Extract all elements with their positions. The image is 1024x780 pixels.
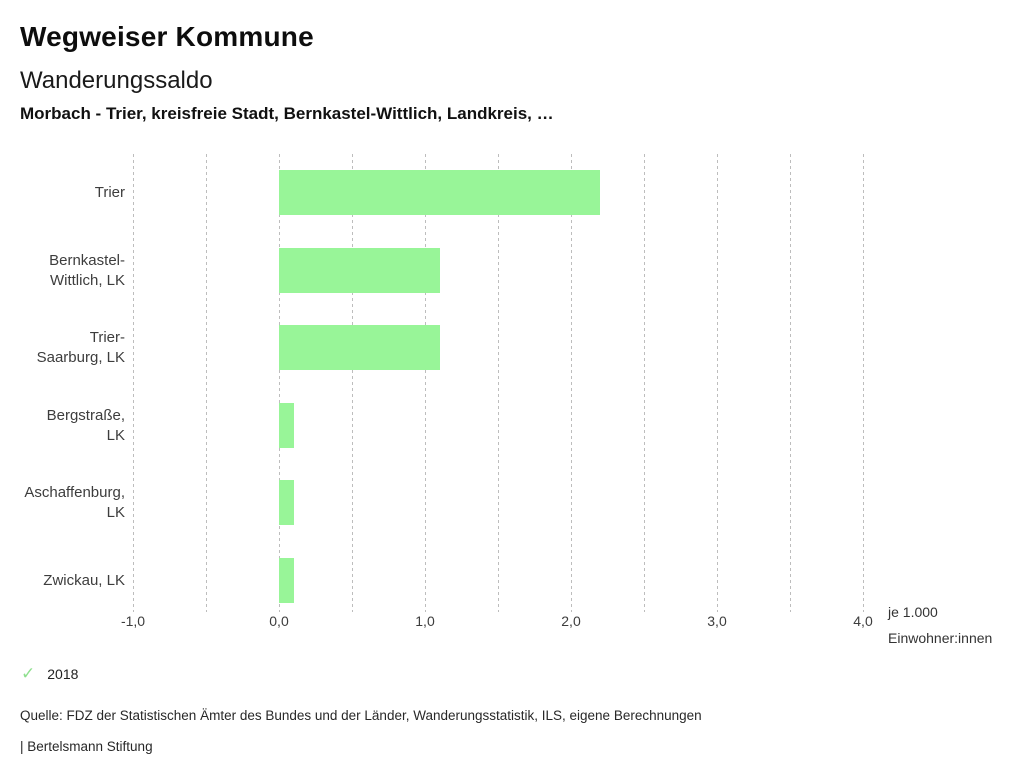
selection-subtitle: Morbach - Trier, kreisfreie Stadt, Bernk… <box>20 104 554 123</box>
gridline <box>571 154 572 612</box>
gridline <box>133 154 134 612</box>
x-axis-unit-label: je 1.000 Einwohner:innen <box>888 599 992 651</box>
x-tick-label: 4,0 <box>853 613 873 629</box>
category-label: Zwickau, LK <box>43 571 125 589</box>
unit-label-line2: Einwohner:innen <box>888 630 993 646</box>
x-tick-label: 0,0 <box>269 613 289 629</box>
category-label: Bergstraße, LK <box>46 406 125 444</box>
branding-text: | Bertelsmann Stiftung <box>20 739 153 754</box>
x-tick-label: 2,0 <box>561 613 581 629</box>
check-icon: ✓ <box>21 664 36 683</box>
category-label: Trier <box>94 184 125 201</box>
bar[interactable] <box>279 402 294 448</box>
category-label: Aschaffenburg, LK <box>24 484 125 521</box>
gridline <box>425 154 426 612</box>
gridline <box>279 154 280 612</box>
gridline <box>644 154 645 612</box>
bar[interactable] <box>279 557 294 603</box>
bar[interactable] <box>279 247 440 293</box>
x-tick-label: 3,0 <box>707 613 727 629</box>
legend-year-label: 2018 <box>47 666 79 682</box>
bar[interactable] <box>279 170 601 216</box>
legend-item-2018[interactable]: ✓ 2018 <box>21 665 78 683</box>
category-label: Bernkastel-Wittlich, LK <box>49 251 125 289</box>
category-label: Trier-Saarburg, LK <box>36 329 125 366</box>
bar[interactable] <box>279 480 294 526</box>
source-text: Quelle: FDZ der Statistischen Ämter des … <box>20 708 702 723</box>
gridline <box>863 154 864 612</box>
gridline <box>206 154 207 612</box>
x-tick-label: 1,0 <box>415 613 435 629</box>
bar[interactable] <box>279 325 440 371</box>
x-tick-label: -1,0 <box>120 613 146 629</box>
gridline <box>498 154 499 612</box>
app-title: Wegweiser Kommune <box>20 21 314 52</box>
unit-label-line1: je 1.000 <box>888 604 938 620</box>
indicator-title: Wanderungssaldo <box>20 67 213 94</box>
gridline <box>352 154 353 612</box>
gridline <box>717 154 718 612</box>
gridline <box>790 154 791 612</box>
